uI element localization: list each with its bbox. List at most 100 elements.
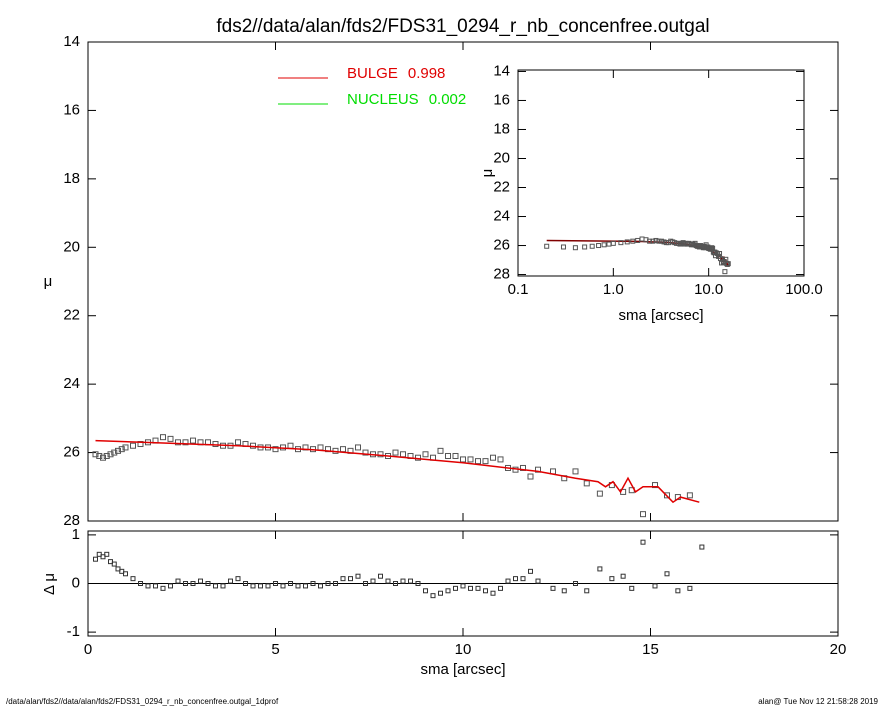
data-point	[243, 581, 248, 586]
data-point	[658, 238, 664, 244]
data-point	[123, 571, 128, 577]
data-point	[528, 568, 533, 574]
y-tick-label: 22	[493, 178, 510, 195]
data-point	[722, 269, 728, 275]
y-tick-label: -1	[67, 623, 80, 640]
data-point	[445, 588, 451, 594]
y-tick-label: 20	[63, 238, 80, 255]
x-tick-label: 10	[455, 641, 472, 658]
data-point	[415, 581, 421, 586]
data-point	[606, 241, 612, 247]
data-point	[535, 466, 541, 473]
y-label: μ	[44, 273, 53, 290]
data-point	[250, 583, 256, 589]
data-point	[392, 449, 399, 456]
y-tick-label: 18	[493, 120, 510, 137]
data-point	[650, 238, 656, 244]
y-tick-label: 26	[63, 444, 80, 461]
data-point	[520, 576, 526, 582]
data-point	[460, 456, 466, 463]
data-point	[92, 451, 99, 458]
data-point	[145, 583, 151, 589]
data-point	[597, 566, 603, 572]
data-point	[295, 583, 301, 589]
data-point	[572, 468, 579, 475]
footer-left: /data/alan/fds2//data/alan/fds2/FDS31_02…	[6, 697, 279, 706]
data-point	[467, 456, 474, 463]
data-point	[272, 446, 279, 453]
data-point	[717, 251, 723, 257]
data-point	[153, 583, 158, 589]
data-point	[561, 588, 567, 594]
y-tick-label: 16	[63, 101, 80, 118]
x-tick-label: 1.0	[603, 281, 624, 298]
data-point	[182, 439, 189, 446]
data-point	[653, 237, 659, 243]
data-point	[111, 561, 117, 567]
y-tick-label: 14	[493, 62, 510, 79]
data-point	[235, 576, 241, 582]
data-point	[468, 585, 473, 591]
data-point	[699, 544, 705, 550]
data-point	[596, 243, 602, 249]
data-point	[430, 593, 436, 599]
data-point	[310, 581, 316, 586]
y-label: μ	[479, 169, 496, 178]
data-point	[664, 571, 670, 577]
x-tick-label: 5	[271, 641, 279, 658]
data-point	[483, 588, 488, 594]
data-point	[527, 473, 534, 480]
data-point	[288, 581, 293, 586]
chart-title: fds2//data/alan/fds2/FDS31_0294_r_nb_con…	[216, 16, 709, 37]
data-point	[235, 439, 241, 446]
data-point	[100, 454, 106, 461]
x-tick-label: 100.0	[785, 281, 823, 298]
data-point	[438, 590, 443, 596]
x-tick-label: 20	[830, 641, 847, 658]
data-point	[393, 581, 398, 586]
data-point	[640, 539, 646, 545]
data-point	[340, 576, 346, 582]
data-point	[213, 583, 218, 589]
data-point	[400, 578, 406, 584]
data-point	[656, 238, 662, 244]
data-point	[198, 578, 203, 584]
data-point	[212, 441, 219, 448]
data-point	[103, 452, 110, 459]
data-point	[583, 480, 590, 487]
y-tick-label: 1	[72, 526, 80, 543]
data-point	[363, 581, 368, 586]
data-point	[333, 581, 338, 586]
data-point	[415, 454, 421, 461]
x-tick-label: 0.1	[508, 281, 529, 298]
data-point	[130, 442, 136, 449]
y-tick-label: 28	[63, 512, 80, 529]
data-point	[664, 492, 670, 499]
data-point	[385, 578, 391, 584]
inset-frame	[517, 69, 805, 277]
data-point	[160, 585, 166, 591]
data-point	[725, 261, 731, 267]
data-point	[183, 581, 188, 586]
data-point	[423, 588, 428, 594]
data-point	[505, 578, 511, 584]
data-point	[675, 588, 681, 594]
data-point	[560, 244, 566, 250]
data-point	[584, 588, 590, 594]
data-point	[582, 244, 588, 250]
y-tick-label: 16	[493, 91, 510, 108]
x-tick-label: 15	[642, 641, 659, 658]
legend-label: NUCLEUS	[347, 91, 419, 108]
legend-fraction: 0.002	[429, 91, 467, 108]
data-point	[544, 243, 550, 249]
data-point	[422, 451, 429, 458]
data-point	[437, 447, 444, 454]
data-point	[355, 444, 361, 451]
data-point	[130, 576, 136, 582]
data-point	[111, 449, 118, 456]
data-point	[724, 261, 730, 267]
data-point	[572, 245, 578, 251]
data-point	[160, 434, 166, 441]
y-tick-label: 26	[493, 237, 510, 254]
data-point	[640, 511, 646, 518]
